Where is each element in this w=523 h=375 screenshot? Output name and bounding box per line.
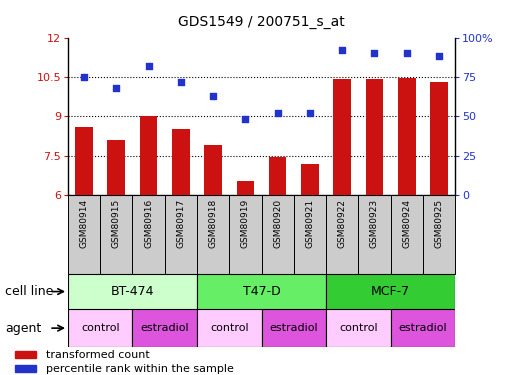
Bar <box>108 140 125 195</box>
Text: estradiol: estradiol <box>399 323 447 333</box>
Bar <box>197 195 229 274</box>
Bar <box>269 157 287 195</box>
Bar <box>197 274 326 309</box>
Point <box>209 93 218 99</box>
Bar <box>391 195 423 274</box>
Bar <box>301 164 319 195</box>
Text: GSM80919: GSM80919 <box>241 199 250 248</box>
Point <box>370 50 379 56</box>
Bar <box>16 351 36 358</box>
Point <box>274 110 282 116</box>
Point <box>305 110 314 116</box>
Bar <box>326 309 391 347</box>
Bar <box>391 309 455 347</box>
Text: GSM80914: GSM80914 <box>79 199 88 248</box>
Text: MCF-7: MCF-7 <box>371 285 410 298</box>
Text: GSM80915: GSM80915 <box>112 199 121 248</box>
Bar <box>229 195 262 274</box>
Text: agent: agent <box>5 322 41 334</box>
Point <box>144 63 153 69</box>
Bar <box>262 309 326 347</box>
Text: T47-D: T47-D <box>243 285 280 298</box>
Point <box>338 47 346 53</box>
Text: GSM80916: GSM80916 <box>144 199 153 248</box>
Text: GSM80918: GSM80918 <box>209 199 218 248</box>
Bar <box>236 181 254 195</box>
Text: cell line: cell line <box>5 285 53 298</box>
Text: control: control <box>339 323 378 333</box>
Bar <box>398 78 415 195</box>
Text: GSM80924: GSM80924 <box>402 199 411 248</box>
Bar <box>100 195 132 274</box>
Text: BT-474: BT-474 <box>111 285 154 298</box>
Bar <box>132 195 165 274</box>
Text: estradiol: estradiol <box>141 323 189 333</box>
Text: GSM80922: GSM80922 <box>338 199 347 248</box>
Point <box>241 116 249 122</box>
Bar <box>132 309 197 347</box>
Bar <box>68 309 132 347</box>
Bar <box>294 195 326 274</box>
Text: transformed count: transformed count <box>46 350 150 360</box>
Bar <box>68 274 197 309</box>
Bar <box>68 195 100 274</box>
Bar <box>140 116 157 195</box>
Bar <box>423 195 455 274</box>
Text: estradiol: estradiol <box>269 323 318 333</box>
Bar <box>197 309 262 347</box>
Bar <box>262 195 294 274</box>
Point <box>435 53 443 59</box>
Text: percentile rank within the sample: percentile rank within the sample <box>46 364 234 374</box>
Bar <box>326 274 455 309</box>
Point <box>403 50 411 56</box>
Bar <box>16 365 36 372</box>
Bar <box>165 195 197 274</box>
Point <box>177 79 185 85</box>
Bar <box>333 80 351 195</box>
Bar <box>366 80 383 195</box>
Text: GDS1549 / 200751_s_at: GDS1549 / 200751_s_at <box>178 15 345 29</box>
Bar <box>358 195 391 274</box>
Point <box>112 85 120 91</box>
Text: GSM80917: GSM80917 <box>176 199 185 248</box>
Text: GSM80925: GSM80925 <box>435 199 444 248</box>
Bar <box>172 129 190 195</box>
Text: GSM80920: GSM80920 <box>273 199 282 248</box>
Bar <box>430 82 448 195</box>
Bar <box>75 127 93 195</box>
Text: control: control <box>81 323 120 333</box>
Bar <box>326 195 358 274</box>
Bar <box>204 145 222 195</box>
Text: control: control <box>210 323 248 333</box>
Text: GSM80921: GSM80921 <box>305 199 314 248</box>
Text: GSM80923: GSM80923 <box>370 199 379 248</box>
Point <box>80 74 88 80</box>
